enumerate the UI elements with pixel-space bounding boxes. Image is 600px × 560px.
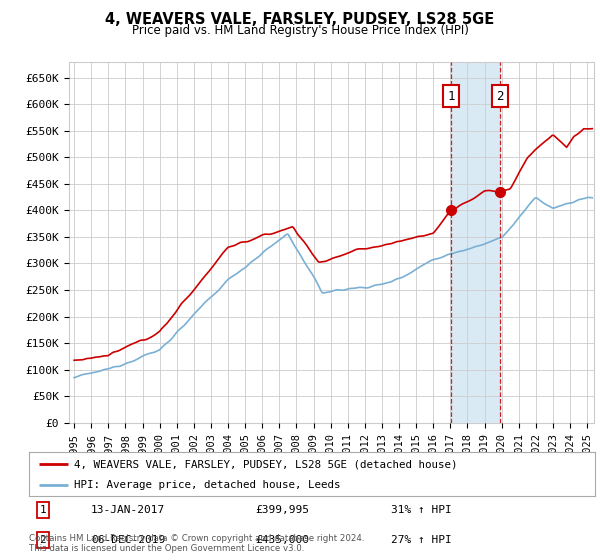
- Text: 13-JAN-2017: 13-JAN-2017: [91, 505, 166, 515]
- Text: Price paid vs. HM Land Registry's House Price Index (HPI): Price paid vs. HM Land Registry's House …: [131, 24, 469, 37]
- Text: 2: 2: [497, 90, 504, 102]
- Text: 1: 1: [447, 90, 455, 102]
- Text: HPI: Average price, detached house, Leeds: HPI: Average price, detached house, Leed…: [74, 480, 341, 489]
- Bar: [451, 62, 500, 423]
- Text: Contains HM Land Registry data © Crown copyright and database right 2024.
This d: Contains HM Land Registry data © Crown c…: [29, 534, 364, 553]
- Text: £435,000: £435,000: [256, 535, 310, 545]
- Text: 06-DEC-2019: 06-DEC-2019: [91, 535, 166, 545]
- Text: 27% ↑ HPI: 27% ↑ HPI: [391, 535, 452, 545]
- Text: 1: 1: [40, 505, 46, 515]
- Text: £399,995: £399,995: [256, 505, 310, 515]
- Text: 4, WEAVERS VALE, FARSLEY, PUDSEY, LS28 5GE (detached house): 4, WEAVERS VALE, FARSLEY, PUDSEY, LS28 5…: [74, 459, 458, 469]
- Text: 31% ↑ HPI: 31% ↑ HPI: [391, 505, 452, 515]
- Text: 4, WEAVERS VALE, FARSLEY, PUDSEY, LS28 5GE: 4, WEAVERS VALE, FARSLEY, PUDSEY, LS28 5…: [106, 12, 494, 27]
- Text: 2: 2: [40, 535, 46, 545]
